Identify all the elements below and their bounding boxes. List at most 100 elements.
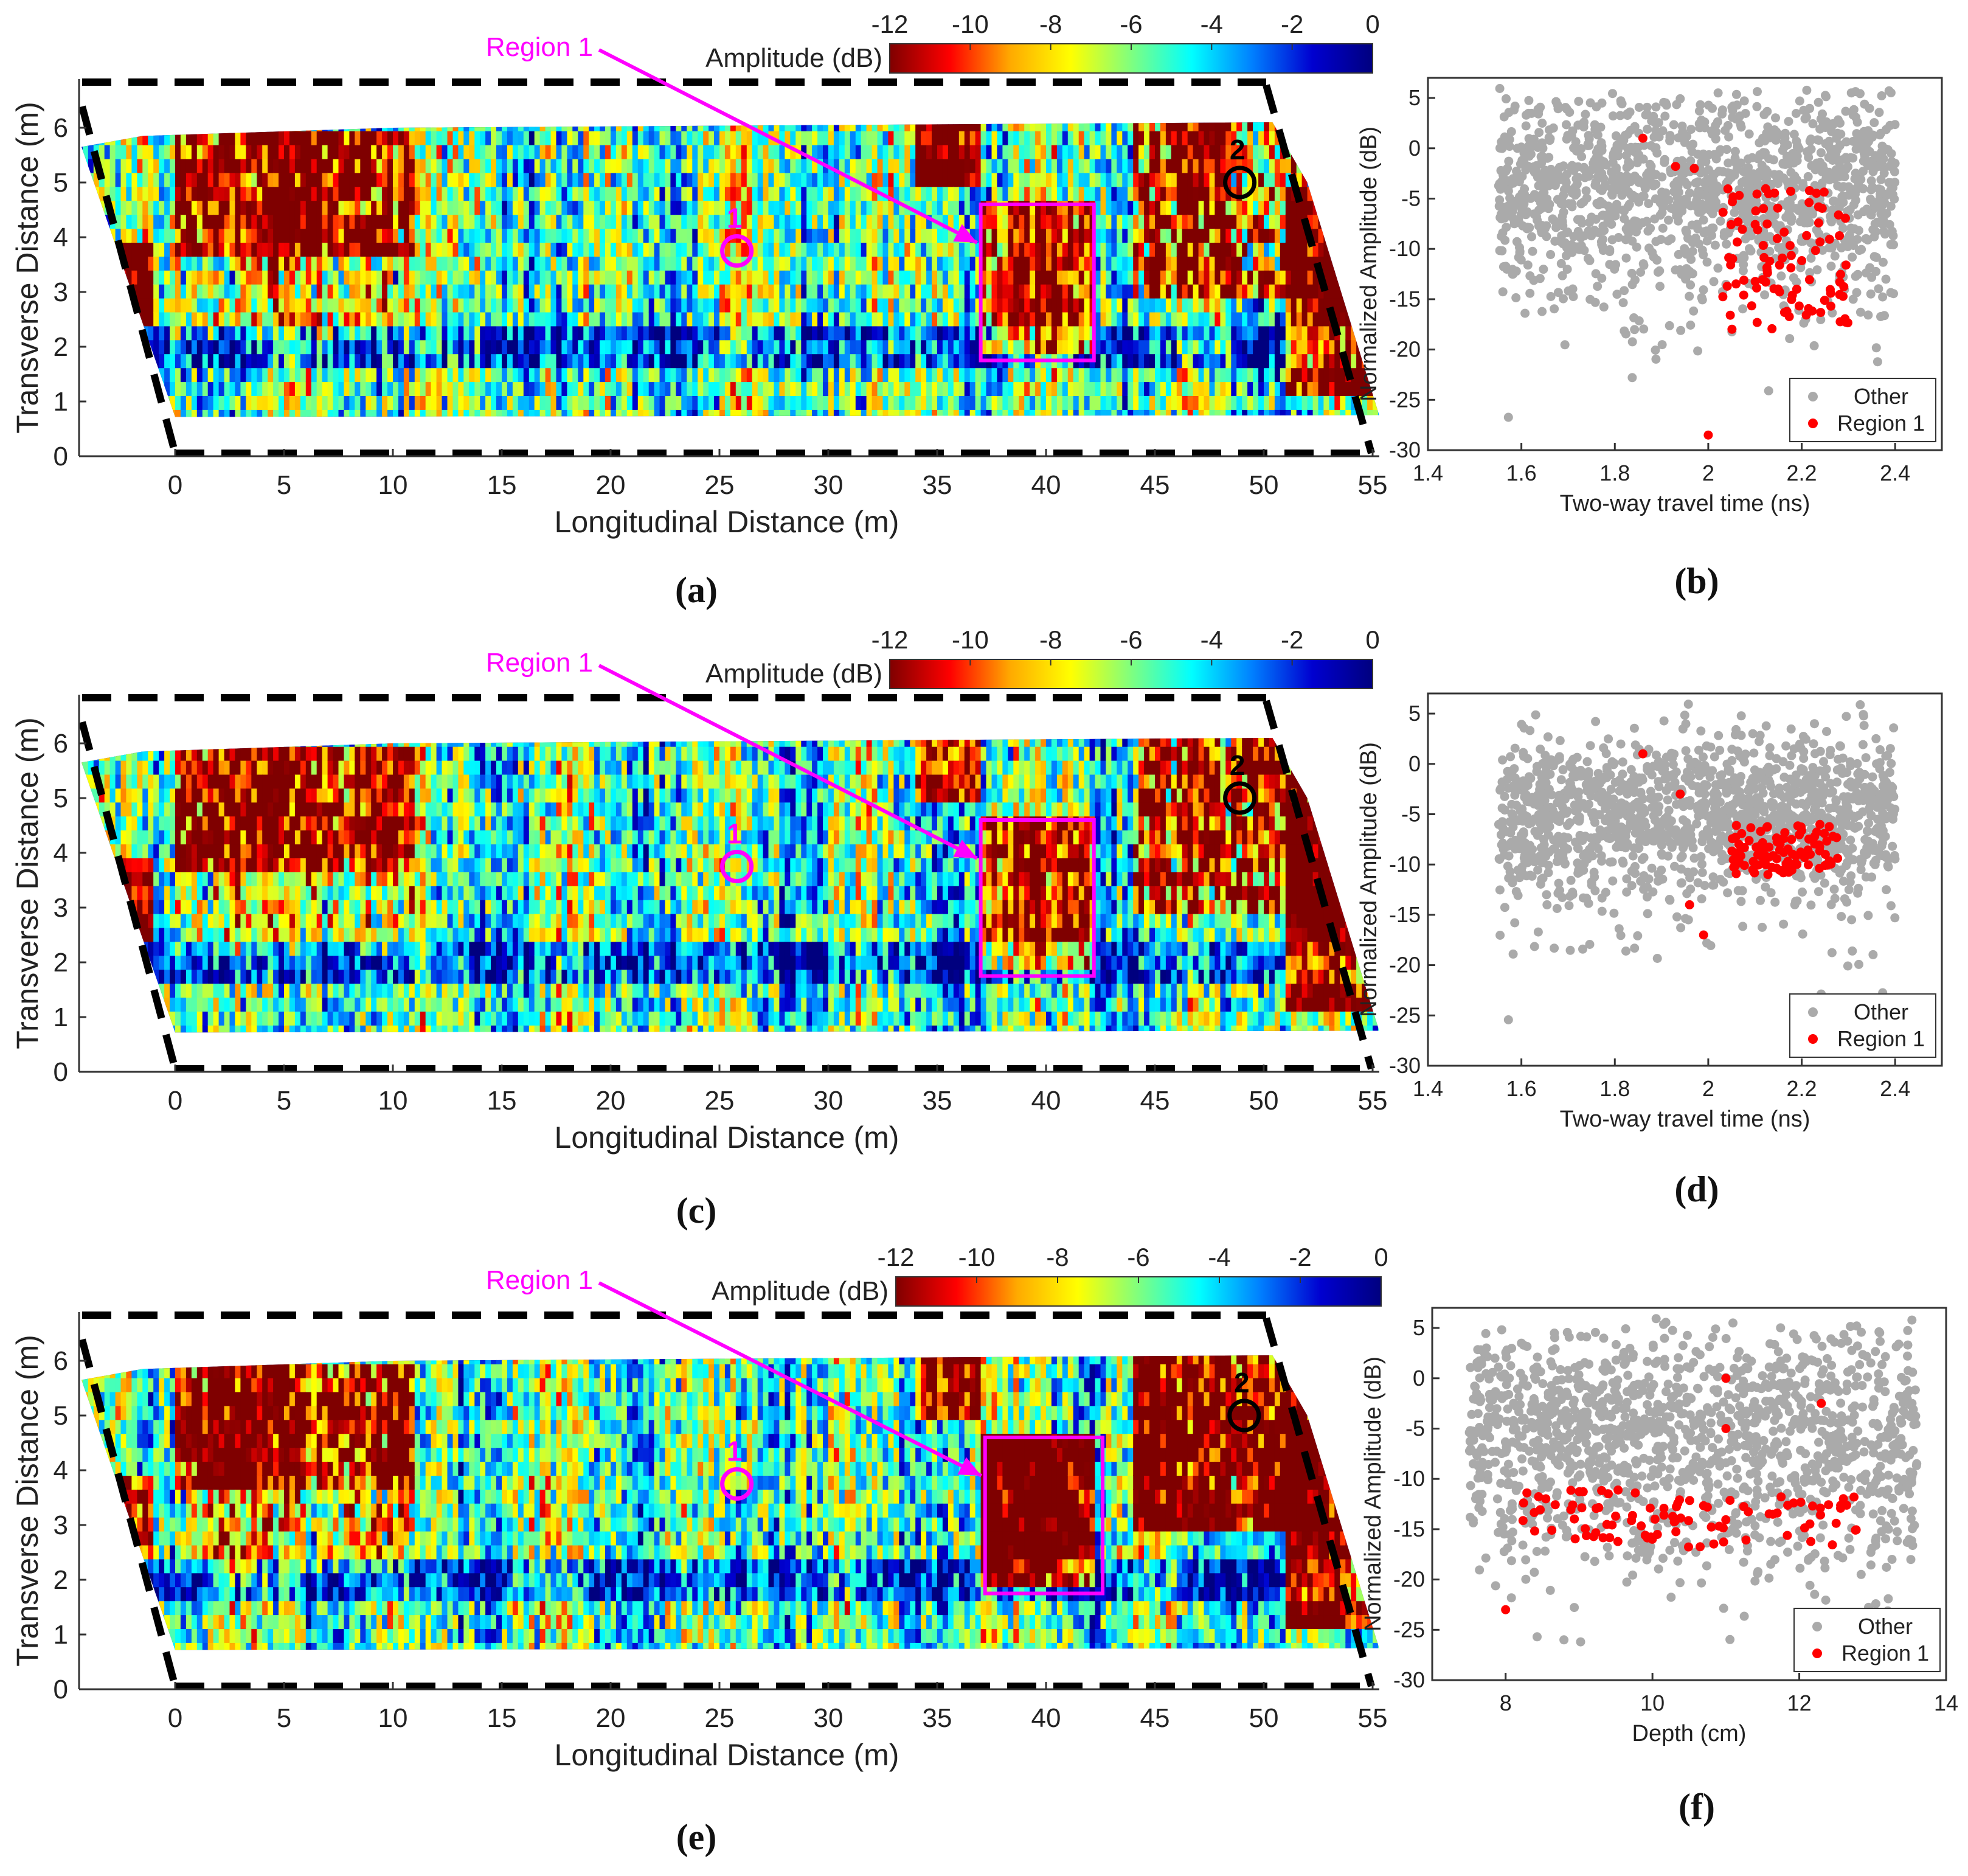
- map-cell: [714, 381, 720, 396]
- map-cell: [637, 130, 644, 145]
- map-cell: [1204, 367, 1210, 383]
- map-cell: [294, 381, 301, 396]
- map-cell: [355, 311, 361, 327]
- map-cell: [1073, 122, 1079, 131]
- map-cell: [338, 311, 345, 327]
- map-cell: [153, 270, 159, 285]
- map-cell: [964, 297, 971, 313]
- map-cell: [969, 381, 976, 396]
- map-cell: [170, 130, 176, 145]
- map-cell: [741, 325, 747, 341]
- map-cell: [1035, 297, 1041, 313]
- map-cell: [953, 381, 960, 396]
- map-cell: [387, 144, 393, 159]
- map-cell: [937, 144, 943, 159]
- map-cell: [1193, 214, 1199, 229]
- map-cell: [235, 172, 241, 187]
- map-cell: [420, 256, 426, 271]
- map-cell: [850, 122, 856, 131]
- map-cell: [507, 214, 513, 229]
- map-cell: [262, 130, 268, 145]
- map-cell: [1182, 200, 1188, 215]
- map-cell: [1209, 228, 1216, 243]
- map-cell: [714, 339, 720, 355]
- map-cell: [1198, 228, 1205, 243]
- map-cell: [1291, 158, 1297, 173]
- map-cell: [1117, 353, 1123, 369]
- map-cell: [376, 186, 383, 201]
- map-cell: [502, 353, 508, 369]
- map-cell: [1307, 339, 1314, 355]
- map-cell: [785, 270, 791, 285]
- map-cell: [120, 172, 127, 187]
- map-cell: [371, 200, 377, 215]
- map-cell: [126, 311, 133, 327]
- map-cell: [1095, 172, 1101, 187]
- map-cell: [632, 158, 639, 173]
- map-cell: [921, 200, 927, 215]
- map-cell: [1182, 228, 1188, 243]
- map-cell: [1160, 311, 1166, 327]
- map-cell: [698, 214, 704, 229]
- map-cell: [1128, 122, 1134, 131]
- map-cell: [589, 200, 595, 215]
- map-cell: [442, 158, 448, 173]
- map-cell: [99, 297, 105, 313]
- map-cell: [583, 395, 590, 410]
- map-cell: [790, 186, 797, 201]
- map-cell: [643, 367, 650, 383]
- map-cell: [175, 214, 181, 229]
- map-cell: [926, 214, 932, 229]
- map-cell: [556, 297, 563, 313]
- map-cell: [82, 297, 89, 313]
- map-cell: [904, 381, 911, 396]
- map-cell: [246, 339, 252, 355]
- map-cell: [1242, 186, 1248, 201]
- map-cell: [687, 256, 693, 271]
- map-cell: [1078, 409, 1085, 417]
- map-cell: [1155, 214, 1161, 229]
- map-cell: [958, 325, 965, 341]
- map-cell: [534, 325, 541, 341]
- map-cell: [311, 214, 317, 229]
- map-cell: [1138, 172, 1145, 187]
- map-cell: [594, 311, 600, 327]
- map-cell: [572, 256, 579, 271]
- map-cell: [866, 186, 873, 201]
- map-cell: [1231, 297, 1238, 313]
- map-cell: [910, 325, 916, 341]
- map-cell: [844, 144, 851, 159]
- map-cell: [785, 339, 791, 355]
- map-cell: [1247, 130, 1253, 145]
- map-cell: [349, 283, 356, 299]
- map-cell: [153, 311, 159, 327]
- map-cell: [170, 256, 176, 271]
- map-cell: [115, 144, 122, 159]
- map-cell: [153, 325, 159, 341]
- map-cell: [246, 158, 252, 173]
- map-cell: [1209, 367, 1216, 383]
- map-cell: [109, 130, 116, 145]
- map-cell: [806, 381, 812, 396]
- map-cell: [899, 311, 906, 327]
- map-cell: [926, 122, 932, 131]
- map-cell: [839, 283, 845, 299]
- map-cell: [1198, 122, 1205, 131]
- map-cell: [986, 200, 993, 215]
- map-cell: [583, 122, 590, 131]
- map-cell: [1133, 130, 1139, 145]
- map-cell: [561, 353, 568, 369]
- map-cell: [1024, 381, 1030, 396]
- map-cell: [512, 283, 519, 299]
- map-cell: [360, 367, 367, 383]
- map-cell: [948, 395, 954, 410]
- map-cell: [1138, 367, 1145, 383]
- map-cell: [104, 242, 111, 257]
- map-cell: [1067, 283, 1074, 299]
- map-cell: [316, 339, 323, 355]
- map-cell: [1073, 395, 1079, 410]
- map-cell: [893, 200, 900, 215]
- map-cell: [170, 158, 176, 173]
- map-cell: [333, 228, 339, 243]
- map-cell: [1220, 228, 1227, 243]
